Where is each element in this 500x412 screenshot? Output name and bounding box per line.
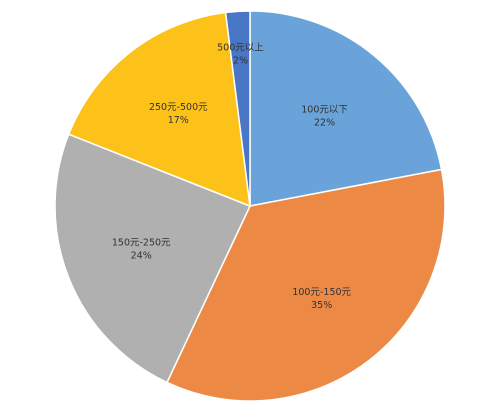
slice-value-label: 35% [311,300,332,311]
slice-category-label: 250元-500元 [149,102,208,113]
pie-slice [54,133,252,384]
slice-category-label: 100元以下 [301,104,348,115]
pie-slice [67,11,251,208]
slice-value-label: 2% [233,56,248,67]
slice-value-label: 24% [131,251,152,262]
slice-category-label: 100元-150元 [292,287,351,298]
pie-slice [224,10,251,207]
slice-category-label: 500元以上 [217,43,264,54]
pie-slice [165,168,446,402]
pie-slice [249,10,443,207]
slice-category-label: 150元-250元 [112,238,171,249]
slice-value-label: 17% [168,115,189,126]
slice-value-label: 22% [314,117,335,128]
